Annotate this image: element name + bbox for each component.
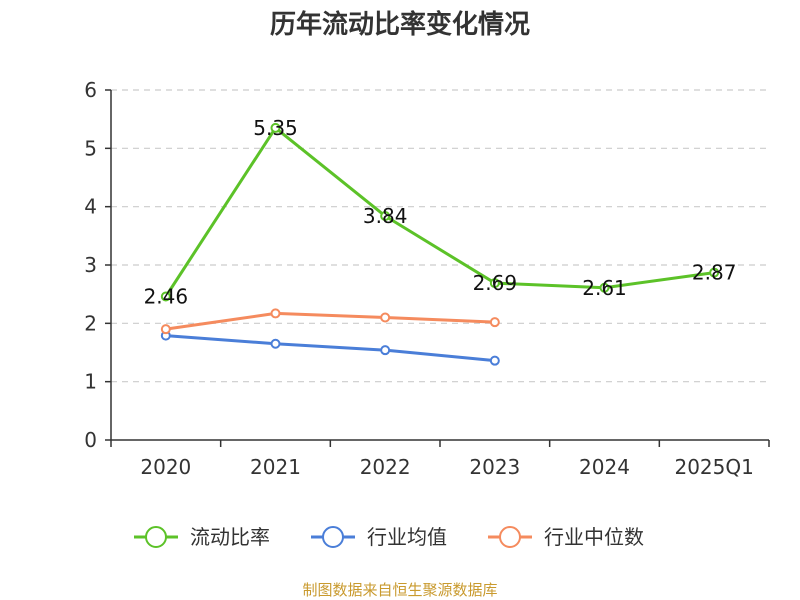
y-tick-label: 1 [84,370,97,394]
series-point-0 [160,291,171,302]
x-tick-label: 2024 [579,455,630,479]
series-point-2 [380,312,391,323]
x-tick-label: 2023 [469,455,520,479]
series-point-2 [270,308,281,319]
series-point-0 [380,211,391,221]
data-label: 2.46 [144,285,189,309]
legend-marker-0 [145,526,167,548]
series-point-2 [160,324,171,335]
series-layer [160,122,720,366]
series-point-0 [709,267,720,278]
series-point-2 [489,317,500,328]
legend-label-0: 流动比率 [190,525,270,549]
legend: 流动比率 行业均值 行业中位数 [134,525,644,549]
series-line-1 [164,334,497,363]
series-point-1 [270,338,281,349]
x-tick-label: 2020 [140,455,191,479]
legend-marker-1 [322,526,344,548]
x-tick-label: 2025Q1 [674,455,753,479]
series-point-1 [380,345,391,356]
data-label: 2.61 [582,276,627,300]
legend-label-2: 行业中位数 [544,525,644,549]
series-line-0 [164,126,716,298]
y-tick-label: 5 [84,136,97,160]
source-note: 制图数据来自恒生聚源数据库 [302,581,497,599]
y-tick-label: 4 [84,195,97,219]
x-tick-label: 2022 [360,455,411,479]
y-tick-label: 0 [84,428,97,452]
legend-marker-2 [499,526,521,548]
y-tick-label: 3 [84,253,97,277]
series-point-0 [599,282,610,293]
series-point-0 [489,278,500,289]
data-labels: 2.46 5.35 3.84 2.69 2.61 2.87 [144,116,737,309]
legend-label-1: 行业均值 [367,525,447,549]
series-point-1 [489,355,500,366]
axes: 0 1 2 3 4 5 6 2020 2021 2022 2023 2024 2025Q1 [84,78,770,479]
series-line-2 [164,311,497,331]
data-label: 2.87 [692,261,737,285]
data-label: 5.35 [253,116,298,140]
data-label: 3.84 [363,204,408,228]
chart-title: 历年流动比率变化情况 [270,9,530,40]
data-label: 2.69 [473,271,518,295]
y-tick-label: 6 [84,78,97,102]
y-tick-label: 2 [84,311,97,335]
x-tick-label: 2021 [250,455,301,479]
series-point-0 [270,122,281,133]
